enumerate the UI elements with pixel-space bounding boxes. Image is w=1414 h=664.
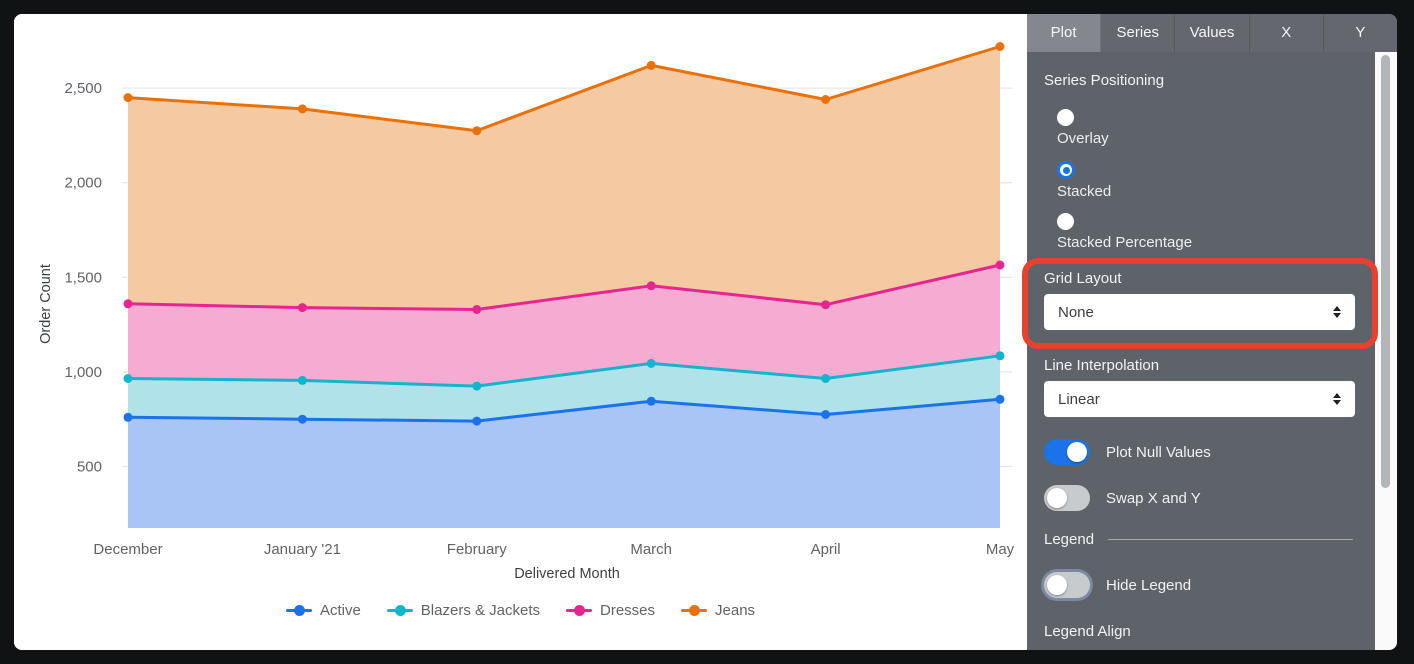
stacked-radio[interactable] xyxy=(1057,161,1075,179)
tab-x[interactable]: X xyxy=(1250,14,1324,52)
svg-text:April: April xyxy=(811,541,841,558)
section-divider xyxy=(1108,539,1353,540)
grid-layout-select[interactable]: None xyxy=(1044,294,1355,330)
radio-option-stacked-percentage: Stacked Percentage xyxy=(1057,213,1192,251)
legend-marker-icon xyxy=(386,605,413,616)
chart-area: 500 1,000 1,500 2,000 2,500 December January '… xyxy=(14,14,1027,650)
plot-null-values-toggle[interactable] xyxy=(1044,439,1090,465)
svg-text:January '21: January '21 xyxy=(264,541,341,558)
stacked-radio-label[interactable]: Stacked xyxy=(1057,183,1112,200)
line-interpolation-select-value: Linear xyxy=(1058,390,1100,408)
svg-text:March: March xyxy=(630,541,672,558)
overlay-radio[interactable] xyxy=(1057,109,1074,126)
swap-x-y-toggle[interactable] xyxy=(1044,485,1090,511)
hide-legend-toggle[interactable] xyxy=(1044,572,1090,598)
stacked-area-chart: 500 1,000 1,500 2,000 2,500 December January '… xyxy=(38,42,1015,582)
svg-text:December: December xyxy=(93,541,162,558)
toggle-knob xyxy=(1067,442,1087,462)
legend-item[interactable]: Jeans xyxy=(681,602,755,619)
legend-header-label: Legend xyxy=(1044,531,1095,548)
hide-legend-label: Hide Legend xyxy=(1106,576,1192,594)
line-interpolation-select[interactable]: Linear xyxy=(1044,381,1355,417)
tab-series[interactable]: Series xyxy=(1101,14,1176,52)
settings-tabbar: Plot Series Values X Y xyxy=(1027,14,1397,52)
series-positioning-label: Series Positioning xyxy=(1044,72,1165,89)
chart-legend: Active Blazers & Jackets Dresses Jeans xyxy=(14,602,1027,619)
legend-marker-icon xyxy=(285,605,312,616)
panel-scrollbar-thumb[interactable] xyxy=(1381,55,1390,488)
grid-layout-select-value: None xyxy=(1058,303,1094,321)
legend-label: Active xyxy=(319,602,361,619)
panel-body: Series Positioning Overlay Stacked Stack… xyxy=(1027,52,1397,650)
legend-section-header: Legend xyxy=(1044,531,1353,548)
plot-settings-panel: Plot Series Values X Y Series Positionin… xyxy=(1027,14,1397,650)
updown-arrows-icon xyxy=(1333,306,1341,318)
legend-align-label: Legend Align xyxy=(1044,623,1131,640)
overlay-radio-label[interactable]: Overlay xyxy=(1057,130,1109,147)
legend-item[interactable]: Dresses xyxy=(566,602,655,619)
stacked-percentage-radio[interactable] xyxy=(1057,213,1074,230)
panel-scrollbar-track[interactable] xyxy=(1375,52,1397,650)
svg-text:May: May xyxy=(986,541,1015,558)
legend-label: Blazers & Jackets xyxy=(420,602,541,619)
plot-null-values-label: Plot Null Values xyxy=(1106,443,1211,461)
legend-marker-icon xyxy=(681,605,708,616)
legend-label: Jeans xyxy=(715,602,756,619)
svg-text:2,500: 2,500 xyxy=(64,80,102,97)
hide-legend-row: Hide Legend xyxy=(1044,572,1191,598)
tab-plot[interactable]: Plot xyxy=(1027,14,1102,52)
legend-item[interactable]: Active xyxy=(285,602,361,619)
legend-marker-icon xyxy=(566,605,593,616)
swap-x-y-label: Swap X and Y xyxy=(1106,489,1201,507)
radio-option-stacked: Stacked xyxy=(1057,161,1111,200)
toggle-knob xyxy=(1047,575,1067,595)
tab-y[interactable]: Y xyxy=(1355,24,1366,41)
tab-values[interactable]: Values xyxy=(1175,14,1250,52)
svg-text:1,000: 1,000 xyxy=(64,364,102,381)
stacked-percentage-radio-label[interactable]: Stacked Percentage xyxy=(1057,234,1193,251)
updown-arrows-icon xyxy=(1333,393,1341,405)
svg-text:2,000: 2,000 xyxy=(64,175,102,192)
toggle-knob xyxy=(1047,488,1067,508)
line-interpolation-label: Line Interpolation xyxy=(1044,357,1160,374)
svg-text:February: February xyxy=(447,541,508,558)
svg-text:1,500: 1,500 xyxy=(64,269,102,286)
app-window: 500 1,000 1,500 2,000 2,500 December January '… xyxy=(14,14,1397,650)
grid-layout-label: Grid Layout xyxy=(1044,270,1122,287)
legend-item[interactable]: Blazers & Jackets xyxy=(386,602,541,619)
svg-text:Order Count: Order Count xyxy=(38,264,54,344)
svg-text:Delivered Month: Delivered Month xyxy=(514,566,620,582)
svg-text:500: 500 xyxy=(77,459,102,476)
radio-option-overlay: Overlay xyxy=(1057,109,1109,147)
swap-x-y-row: Swap X and Y xyxy=(1044,485,1201,511)
legend-label: Dresses xyxy=(600,602,656,619)
plot-null-values-row: Plot Null Values xyxy=(1044,439,1211,465)
